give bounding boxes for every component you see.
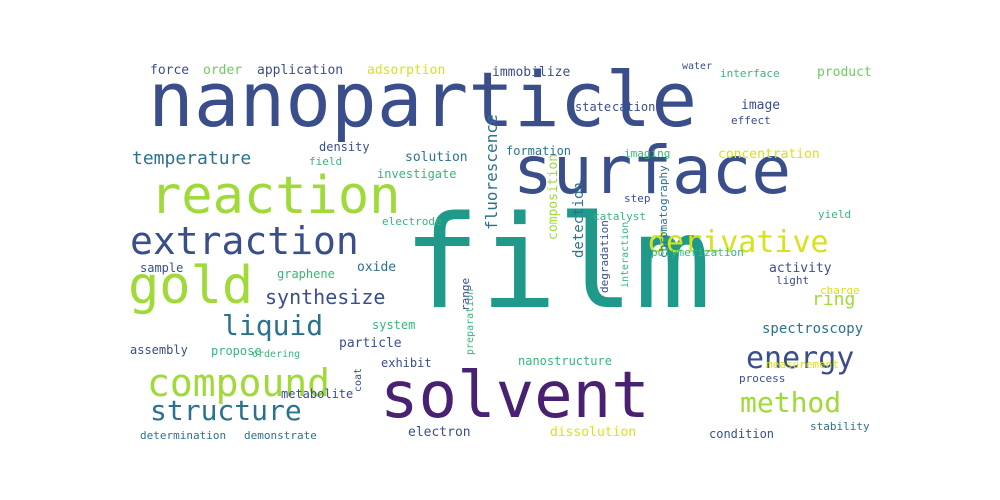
word-electrode: electrode — [382, 215, 442, 228]
word-force: force — [150, 63, 190, 78]
word-particle: particle — [339, 336, 402, 351]
word-demonstrate: demonstrate — [244, 429, 317, 442]
word-surface: surface — [513, 132, 792, 209]
word-activity: activity — [769, 261, 832, 276]
word-interaction: interaction — [620, 221, 631, 288]
word-exhibit: exhibit — [381, 356, 432, 370]
word-graphene: graphene — [277, 267, 335, 281]
word-propose: propose — [211, 344, 262, 358]
word-spectroscopy: spectroscopy — [762, 321, 864, 337]
word-ordering: ordering — [252, 349, 301, 360]
word-state: state — [575, 100, 612, 114]
word-concentration: concentration — [718, 147, 820, 162]
word-preparation: preparation — [465, 288, 476, 355]
word-interface: interface — [720, 67, 780, 80]
word-derivative: derivative — [648, 225, 829, 260]
word-solution: solution — [405, 150, 468, 165]
word-application: application — [257, 63, 344, 78]
word-condition: condition — [709, 427, 775, 441]
word-film: film — [403, 189, 712, 338]
word-cation: cation — [612, 100, 656, 114]
word-order: order — [203, 63, 243, 78]
word-imaging: imaging — [624, 147, 671, 160]
word-extraction: extraction — [130, 219, 359, 263]
word-polymerization: polymerization — [651, 246, 744, 259]
word-catalyst: catalyst — [593, 210, 646, 223]
word-chromatography: chromatography — [657, 165, 670, 258]
word-system: system — [372, 318, 416, 332]
word-immobilize: immobilize — [492, 65, 571, 80]
word-adsorption: adsorption — [367, 63, 446, 78]
word-fluorescence: fluorescence — [482, 114, 501, 230]
word-detection: detection — [571, 182, 587, 258]
word-sample: sample — [140, 261, 184, 275]
word-energy: energy — [746, 341, 855, 376]
word-light: light — [776, 274, 810, 287]
word-field: field — [309, 155, 343, 168]
word-oxide: oxide — [357, 260, 397, 275]
word-density: density — [319, 140, 370, 154]
word-product: product — [817, 65, 872, 80]
word-synthesize: synthesize — [265, 285, 386, 309]
word-compound: compound — [147, 361, 331, 405]
word-stability: stability — [810, 420, 870, 433]
word-gold: gold — [128, 256, 254, 316]
word-composition: composition — [546, 153, 561, 240]
word-measurement: measurement — [766, 358, 839, 371]
word-temperature: temperature — [132, 148, 252, 169]
word-solvent: solvent — [380, 359, 650, 433]
word-dissolution: dissolution — [550, 425, 637, 440]
word-degradation: degradation — [598, 220, 611, 293]
word-image: image — [741, 98, 781, 113]
word-investigate: investigate — [377, 167, 457, 181]
word-reaction: reaction — [150, 166, 401, 226]
word-formation: formation — [506, 144, 572, 158]
word-process: process — [739, 372, 786, 385]
word-nanostructure: nanostructure — [518, 354, 612, 368]
word-method: method — [740, 386, 842, 419]
word-yield: yield — [818, 208, 852, 221]
word-effect: effect — [731, 114, 771, 127]
word-step: step — [624, 192, 651, 205]
word-determination: determination — [140, 429, 227, 442]
word-structure: structure — [150, 394, 302, 427]
word-ring: ring — [812, 289, 856, 310]
word-nanoparticle: nanoparticle — [148, 55, 698, 144]
word-water: water — [682, 61, 713, 72]
word-charge: charge — [820, 284, 860, 297]
word-metabolite: metabolite — [281, 387, 354, 401]
word-electron: electron — [408, 425, 471, 440]
word-coat: coat — [353, 367, 364, 392]
word-assembly: assembly — [130, 343, 188, 357]
word-liquid: liquid — [222, 309, 324, 342]
